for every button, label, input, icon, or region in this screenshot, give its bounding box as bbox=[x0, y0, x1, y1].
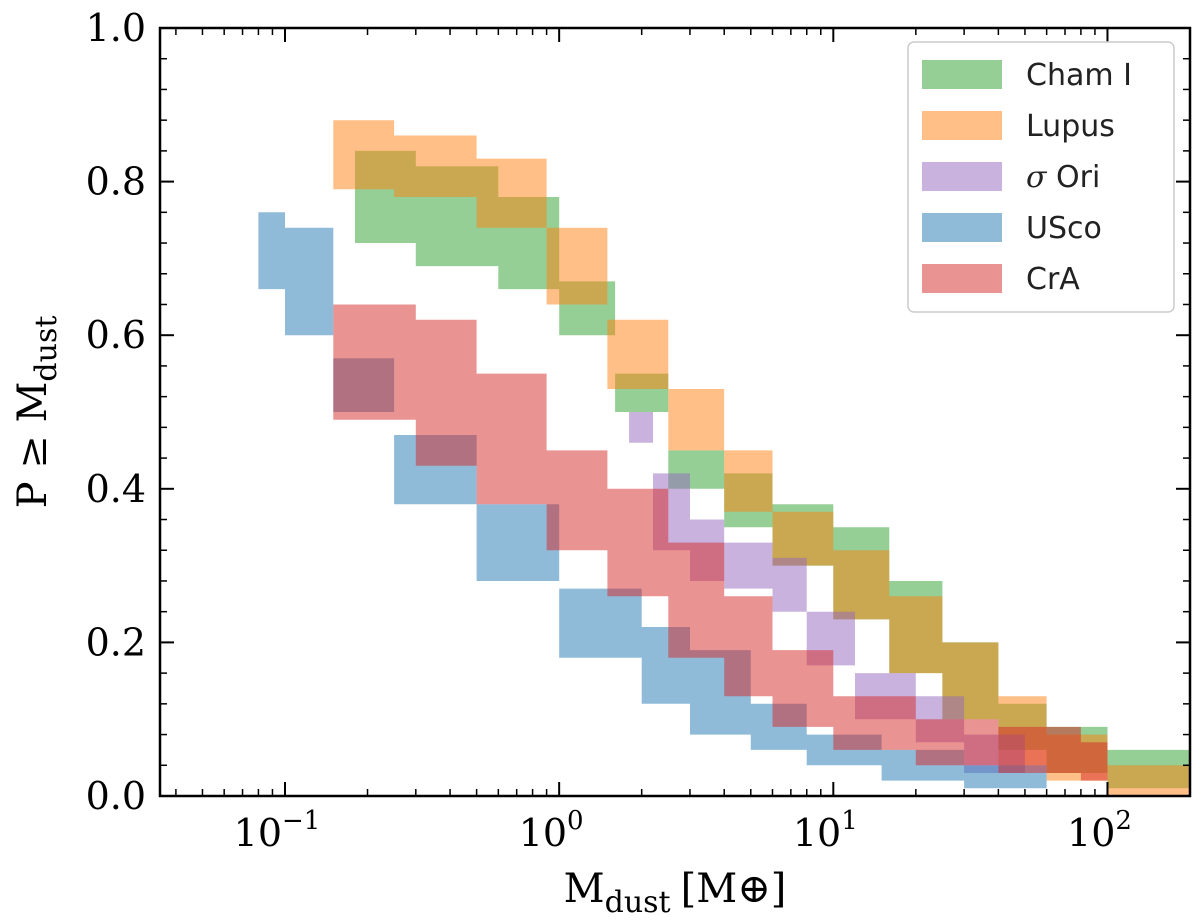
series-bands bbox=[258, 120, 1190, 797]
y-axis-label-sub: dust bbox=[29, 316, 64, 382]
y-tick-label: 0.8 bbox=[86, 160, 146, 204]
legend-swatch bbox=[922, 264, 1002, 293]
x-tick-label: 10−1 bbox=[234, 806, 321, 855]
y-tick-label: 0.6 bbox=[86, 313, 146, 357]
x-axis-label-unit: [M⊕] bbox=[681, 866, 787, 912]
x-tick-label: 101 bbox=[793, 806, 858, 855]
x-tick-label-exp: 2 bbox=[1115, 806, 1132, 836]
band-ori bbox=[629, 412, 1025, 796]
x-tick-label-exp: −1 bbox=[282, 806, 320, 836]
x-axis-label-main: M bbox=[564, 866, 605, 912]
legend-label: Cham I bbox=[1026, 58, 1132, 93]
y-tick-label: 0.0 bbox=[86, 774, 146, 818]
y-axis-label: P ≥ Mdust bbox=[10, 316, 64, 509]
x-tick-label: 102 bbox=[1067, 806, 1132, 855]
legend-swatch bbox=[922, 162, 1002, 191]
legend-swatch bbox=[922, 111, 1002, 140]
x-tick-label-base: 10 bbox=[234, 811, 282, 855]
y-tick-label: 0.4 bbox=[86, 467, 146, 511]
y-tick-label: 0.2 bbox=[86, 620, 146, 664]
legend-label: Lupus bbox=[1026, 109, 1115, 144]
legend-label: USco bbox=[1026, 211, 1102, 246]
y-tick-label: 1.0 bbox=[86, 6, 146, 50]
plot-frame bbox=[158, 26, 1192, 798]
legend-swatch bbox=[922, 213, 1002, 242]
band-cra bbox=[333, 304, 1108, 796]
y-axis-label-main: P ≥ M bbox=[10, 382, 56, 509]
legend-swatch bbox=[922, 60, 1002, 89]
legend-label: σ Ori bbox=[1026, 160, 1100, 195]
x-tick-label-exp: 0 bbox=[567, 806, 584, 836]
x-tick-label-exp: 1 bbox=[841, 806, 858, 836]
x-tick-label-base: 10 bbox=[793, 811, 841, 855]
legend-frame bbox=[907, 41, 1175, 313]
x-axis-label: Mdust [M⊕] bbox=[564, 866, 787, 920]
legend: Cham I Lupus σ Ori USco CrA bbox=[907, 41, 1175, 313]
legend-label: CrA bbox=[1026, 262, 1080, 297]
band-lupus bbox=[333, 120, 1190, 796]
x-tick-label: 100 bbox=[519, 806, 584, 855]
x-tick-label-base: 10 bbox=[1067, 811, 1115, 855]
x-tick-label-base: 10 bbox=[519, 811, 567, 855]
band-usco bbox=[258, 212, 1047, 797]
x-axis-label-sub: dust bbox=[605, 885, 671, 920]
